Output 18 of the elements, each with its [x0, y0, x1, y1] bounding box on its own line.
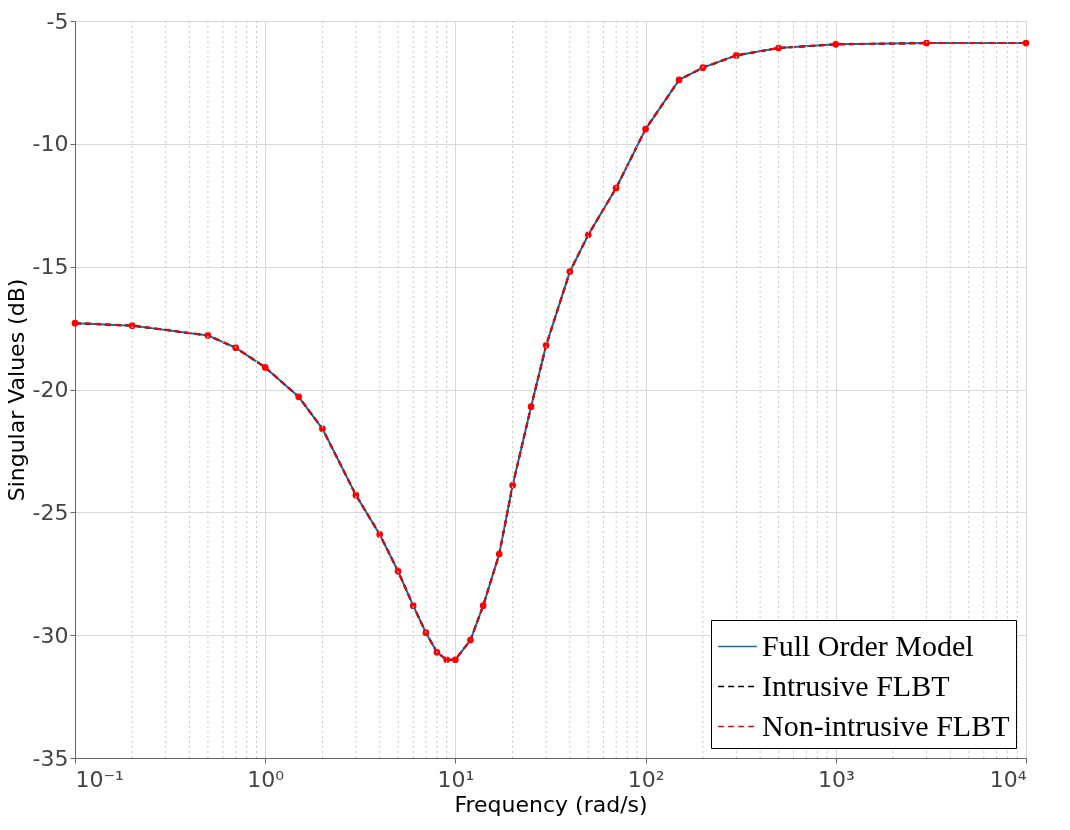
y-tick-label: -15: [32, 254, 69, 280]
x-tick-label: 10⁴: [989, 766, 1027, 792]
y-axis-title: Singular Values (dB): [3, 278, 29, 502]
x-tick-label: 10¹: [437, 766, 475, 792]
x-tick-label: 10⁻¹: [75, 766, 124, 792]
y-tick-label: -35: [32, 745, 69, 771]
x-tick-label: 10⁰: [247, 766, 285, 792]
x-tick-label: 10²: [627, 766, 665, 792]
x-tick-label: 10³: [817, 766, 855, 792]
y-tick-label: -5: [46, 8, 69, 34]
y-tick-label: -30: [32, 622, 69, 648]
legend-label: Intrusive FLBT: [762, 668, 950, 702]
legend-label: Full Order Model: [762, 628, 974, 662]
y-tick-label: -10: [32, 131, 69, 157]
y-tick-label: -25: [32, 499, 69, 525]
legend-label: Non-intrusive FLBT: [762, 708, 1010, 742]
x-axis-title: Frequency (rad/s): [454, 791, 648, 817]
y-tick-label: -20: [32, 377, 69, 402]
